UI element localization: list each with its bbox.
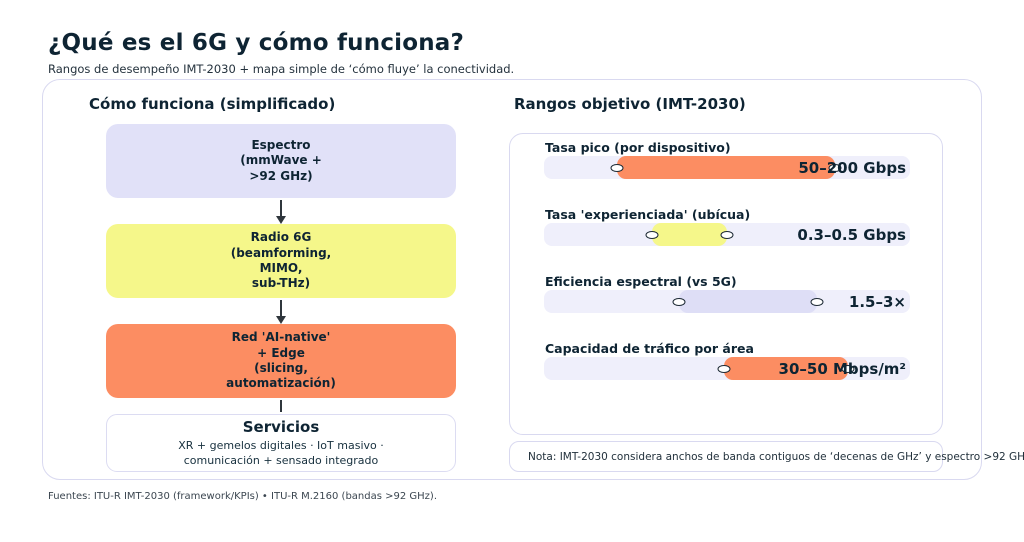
range-end-marker-icon <box>810 297 824 306</box>
range-start-marker-icon <box>610 163 624 172</box>
range-start-marker-icon <box>717 364 731 373</box>
page-title: ¿Qué es el 6G y cómo funciona? <box>48 30 465 56</box>
flow-connector-arrow-icon <box>106 398 456 414</box>
services-subtext: XR + gemelos digitales · IoT masivo · co… <box>178 439 384 467</box>
services-box: Servicios XR + gemelos digitales · IoT m… <box>106 414 456 472</box>
range-end-marker-icon <box>828 163 842 172</box>
kpi-track: 50–200 Gbps <box>544 156 910 179</box>
kpi-panel: Tasa pico (por dispositivo) 50–200 Gbps … <box>509 133 943 435</box>
kpi-range-bar <box>616 156 835 179</box>
kpi-value: 0.3–0.5 Gbps <box>797 225 906 244</box>
kpi-label: Tasa 'experienciada' (ubícua) <box>545 207 751 222</box>
kpi-track: 0.3–0.5 Gbps <box>544 223 910 246</box>
connector-stem <box>280 400 282 412</box>
kpi-row: Tasa 'experienciada' (ubícua) 0.3–0.5 Gb… <box>544 207 910 253</box>
kpi-label: Eficiencia espectral (vs 5G) <box>545 274 737 289</box>
kpi-row: Capacidad de tráfico por área 30–50 Mbps… <box>544 341 910 387</box>
note-box: Nota: IMT-2030 considera anchos de banda… <box>509 441 1024 472</box>
connector-stem <box>280 300 282 317</box>
kpi-range-bar <box>724 357 849 380</box>
flow-step-box: Red 'AI-native' + Edge (slicing, automat… <box>106 324 456 398</box>
range-end-marker-icon <box>841 364 855 373</box>
kpi-track: 30–50 Mbps/m² <box>544 357 910 380</box>
range-start-marker-icon <box>645 230 659 239</box>
kpi-section-heading: Rangos objetivo (IMT-2030) <box>514 95 746 113</box>
flow-connector-arrow-icon <box>106 298 456 324</box>
flow-step-box: Radio 6G (beamforming, MIMO, sub-THz) <box>106 224 456 298</box>
flow-step-label: Espectro (mmWave + >92 GHz) <box>240 137 322 183</box>
page-subtitle: Rangos de desempeño IMT-2030 + mapa simp… <box>48 62 515 76</box>
flow-step-label: Red 'AI-native' + Edge (slicing, automat… <box>226 330 336 391</box>
kpi-range-bar <box>679 290 818 313</box>
flow-section-heading: Cómo funciona (simplificado) <box>89 95 336 113</box>
flow-steps: Espectro (mmWave + >92 GHz) Radio 6G (be… <box>106 124 456 472</box>
kpi-track: 1.5–3× <box>544 290 910 313</box>
flow-step-box: Espectro (mmWave + >92 GHz) <box>106 124 456 198</box>
services-title: Servicios <box>242 418 320 437</box>
flow-step-label: Radio 6G (beamforming, MIMO, sub-THz) <box>230 230 332 291</box>
sources-footer: Fuentes: ITU-R IMT-2030 (framework/KPIs)… <box>48 491 438 502</box>
range-end-marker-icon <box>720 230 734 239</box>
kpi-value: 1.5–3× <box>848 292 906 311</box>
main-card: Cómo funciona (simplificado) Rangos obje… <box>42 79 1024 480</box>
range-start-marker-icon <box>672 297 686 306</box>
connector-stem <box>280 200 282 217</box>
kpi-label: Capacidad de tráfico por área <box>545 341 754 356</box>
note-text: Nota: IMT-2030 considera anchos de banda… <box>528 450 1024 463</box>
kpi-row: Tasa pico (por dispositivo) 50–200 Gbps <box>544 140 910 186</box>
kpi-row: Eficiencia espectral (vs 5G) 1.5–3× <box>544 274 910 320</box>
kpi-range-bar <box>651 223 727 246</box>
flow-connector-arrow-icon <box>106 198 456 224</box>
kpi-label: Tasa pico (por dispositivo) <box>545 140 731 155</box>
kpi-value: 30–50 Mbps/m² <box>778 359 906 378</box>
kpi-value: 50–200 Gbps <box>798 158 906 177</box>
